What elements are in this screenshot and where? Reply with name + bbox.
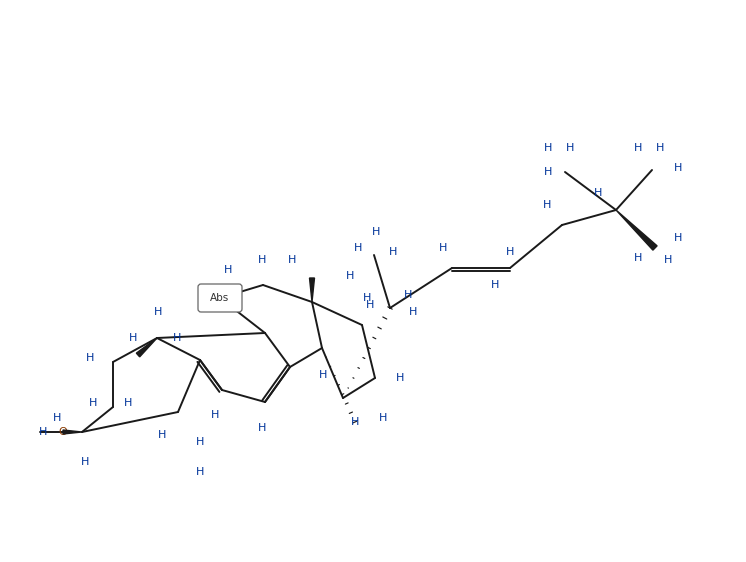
Text: H: H xyxy=(195,467,204,477)
Text: H: H xyxy=(674,163,682,173)
Text: H: H xyxy=(409,307,417,317)
Text: H: H xyxy=(129,333,137,343)
Text: H: H xyxy=(81,457,90,467)
Text: H: H xyxy=(319,370,327,380)
Text: H: H xyxy=(366,300,374,310)
Text: H: H xyxy=(158,430,166,440)
Text: H: H xyxy=(634,253,642,263)
Text: Abs: Abs xyxy=(210,293,230,303)
Text: H: H xyxy=(173,333,181,343)
Text: H: H xyxy=(351,417,359,427)
Text: H: H xyxy=(346,271,354,281)
Text: H: H xyxy=(124,398,132,408)
Text: H: H xyxy=(664,255,672,265)
Polygon shape xyxy=(63,430,82,434)
Text: H: H xyxy=(288,255,296,265)
Text: H: H xyxy=(656,143,664,153)
Text: H: H xyxy=(89,398,97,408)
Text: O: O xyxy=(59,427,67,437)
Text: H: H xyxy=(544,167,552,177)
Text: H: H xyxy=(543,200,551,210)
Text: H: H xyxy=(195,437,204,447)
Text: H: H xyxy=(372,227,380,237)
Text: H: H xyxy=(363,293,372,303)
Text: H: H xyxy=(379,413,387,423)
Text: H: H xyxy=(634,143,642,153)
Text: H: H xyxy=(154,307,162,317)
Text: H: H xyxy=(53,413,61,423)
Text: H: H xyxy=(674,233,682,243)
Text: H: H xyxy=(439,243,447,253)
Text: H: H xyxy=(86,353,94,363)
Text: H: H xyxy=(354,243,363,253)
Text: H: H xyxy=(39,427,47,437)
Text: H: H xyxy=(404,290,413,300)
Text: H: H xyxy=(565,143,574,153)
Text: H: H xyxy=(211,410,219,420)
Text: H: H xyxy=(544,143,552,153)
Text: H: H xyxy=(594,188,602,198)
Text: H: H xyxy=(506,247,514,257)
FancyBboxPatch shape xyxy=(198,284,242,312)
Text: H: H xyxy=(224,265,232,275)
Text: H: H xyxy=(258,255,266,265)
Text: H: H xyxy=(258,423,266,433)
Text: H: H xyxy=(491,280,499,290)
Polygon shape xyxy=(137,338,157,357)
Polygon shape xyxy=(616,210,657,250)
Text: H: H xyxy=(389,247,397,257)
Text: H: H xyxy=(396,373,404,383)
Polygon shape xyxy=(310,278,315,302)
